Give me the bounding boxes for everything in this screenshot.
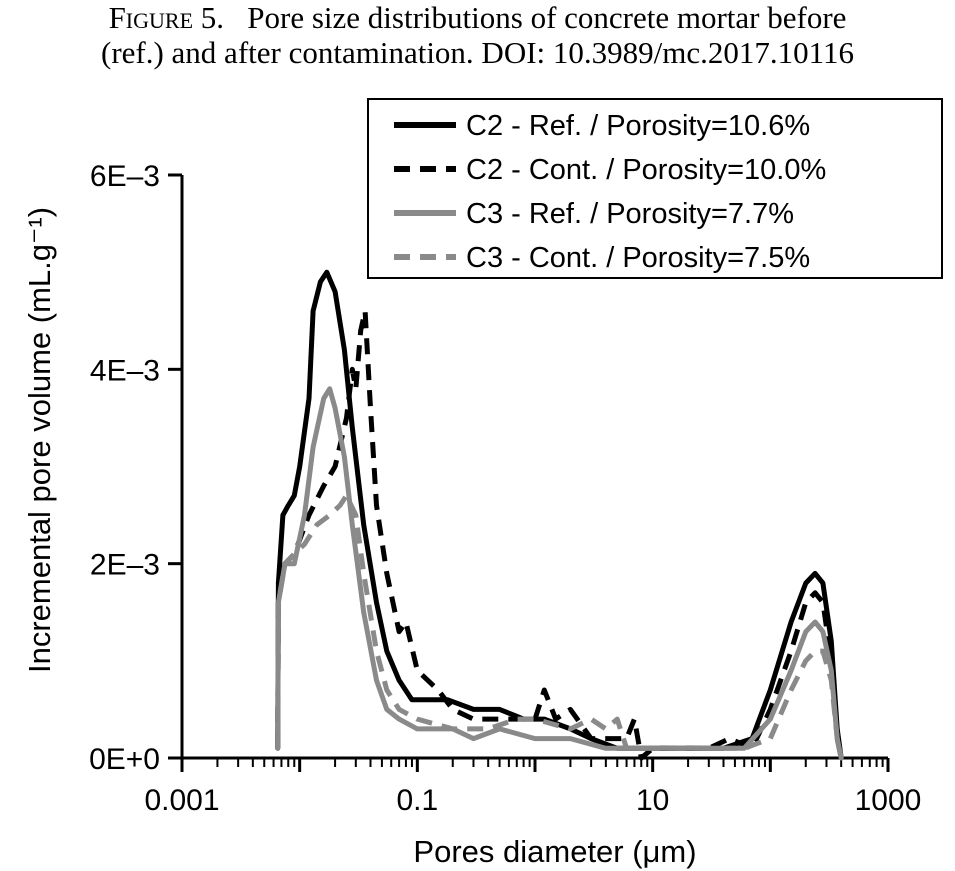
series-layer [275, 269, 844, 761]
series-line-2 [275, 308, 844, 761]
y-tick-label: 4E–3 [90, 354, 160, 387]
figure-caption: Figure 5. Pore size distributions of con… [0, 0, 955, 70]
legend-label: C2 - Cont. / Porosity=10.0% [466, 154, 826, 186]
x-tick-label: 10 [636, 784, 669, 817]
series-line-3 [275, 386, 844, 761]
legend-label: C2 - Ref. / Porosity=10.6% [466, 110, 810, 142]
series-line-1 [275, 269, 844, 761]
legend: C2 - Ref. / Porosity=10.6% C2 - Cont. / P… [367, 98, 943, 279]
y-axis-label: Incremental pore volume (mL.g⁻¹) [22, 207, 57, 673]
caption-line-1: Figure 5. Pore size distributions of con… [0, 0, 955, 35]
axes: 0E+0 2E–3 4E–3 6E–3 0.001 0.1 10 1000 [89, 160, 921, 817]
legend-label: C3 - Cont. / Porosity=7.5% [466, 242, 810, 274]
y-tick-label: 6E–3 [90, 160, 160, 193]
caption-line-2: (ref.) and after contamination. DOI: 10.… [101, 35, 854, 70]
series-line-4 [275, 493, 844, 759]
y-tick-label: 2E–3 [90, 549, 160, 582]
x-tick-label: 1000 [855, 784, 922, 817]
legend-label: C3 - Ref. / Porosity=7.7% [466, 198, 794, 230]
x-tick-label: 0.001 [144, 784, 219, 817]
x-tick-label: 0.1 [396, 784, 438, 817]
legend-box [367, 98, 943, 279]
caption-text-1: Pore size distributions of concrete mort… [247, 0, 847, 35]
x-axis-label: Pores diameter (μm) [413, 834, 696, 869]
caption-label: Figure 5. [108, 0, 225, 35]
y-tick-label: 0E+0 [89, 743, 160, 776]
